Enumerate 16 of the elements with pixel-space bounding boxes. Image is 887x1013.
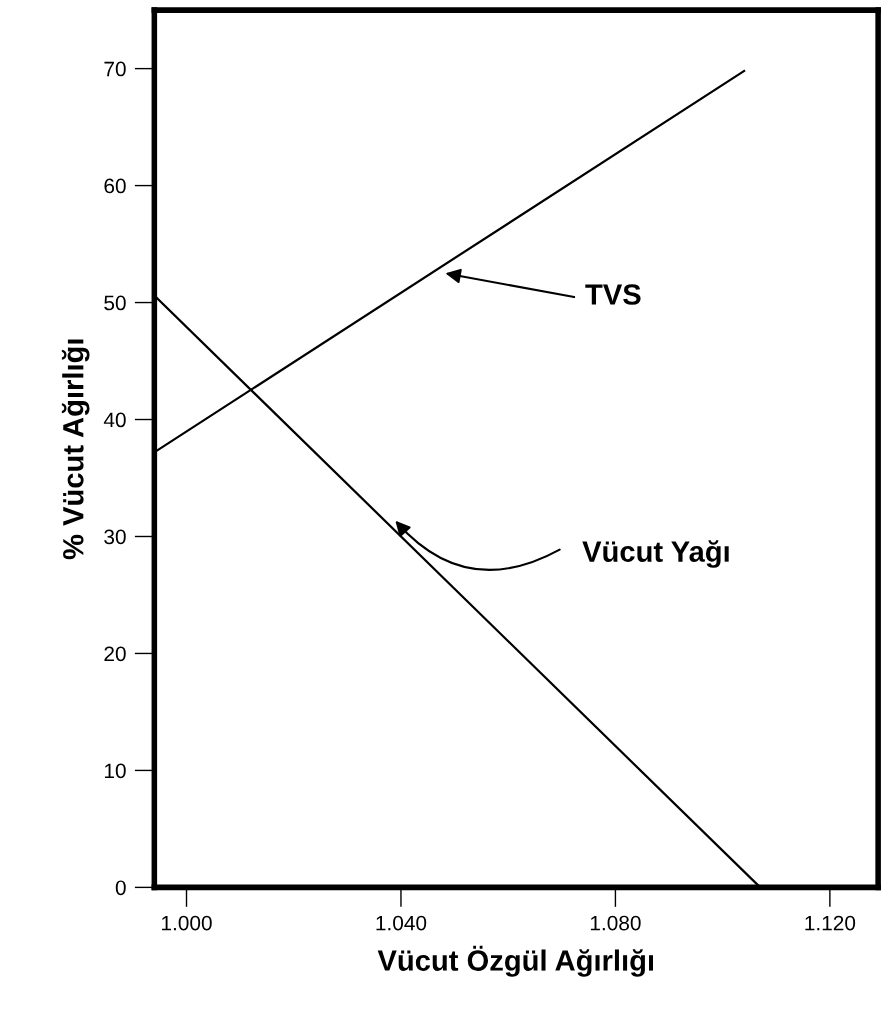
x-tick-label: 1.120 <box>805 915 856 931</box>
x-tick-label: 1.000 <box>162 915 212 931</box>
y-tick-label: 50 <box>104 295 126 311</box>
y-tick-label: 0 <box>115 880 126 896</box>
y-tick-label: 40 <box>103 412 126 428</box>
x-tick-label: 1.080 <box>590 915 641 931</box>
y-tick-label: 30 <box>104 529 126 545</box>
annotation: TVS <box>585 284 641 305</box>
y-tick-label: 70 <box>104 61 126 77</box>
x-axis-title: Vücut Özgül Ağırlığı <box>377 945 653 977</box>
y-axis-title: % Vücut Ağırlığı <box>61 339 90 560</box>
y-tick-label: 10 <box>104 763 126 779</box>
x-tick-label: 1.040 <box>376 915 427 931</box>
y-tick-label: 20 <box>104 646 126 662</box>
y-tick-label: 60 <box>104 178 126 194</box>
annotation: Vücut Yağı <box>582 540 729 568</box>
